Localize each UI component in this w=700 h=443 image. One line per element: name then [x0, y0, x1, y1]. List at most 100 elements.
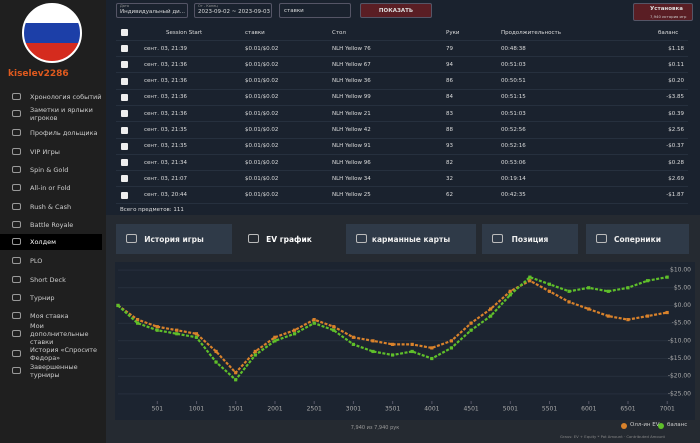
- menu-item[interactable]: Моя ставка: [0, 309, 102, 323]
- table-cell: сент. 03, 21:36: [144, 61, 188, 68]
- table-row[interactable]: сент. 03, 21:36 $0.01/$0.02 NLH Yellow 36 8…: [116, 74, 688, 90]
- menu-label: Турнир: [30, 294, 55, 302]
- checkbox[interactable]: [121, 61, 128, 69]
- table-cell: -$0.37: [666, 143, 684, 150]
- tab[interactable]: EV график: [238, 224, 340, 254]
- menu-item[interactable]: VIP Игры: [0, 145, 102, 159]
- menu-item[interactable]: Холдем: [0, 234, 102, 250]
- checkbox[interactable]: [121, 191, 128, 199]
- menu-item[interactable]: История «Спросите Федора»: [0, 345, 102, 363]
- tab-label: карманные карты: [371, 234, 451, 244]
- menu-item[interactable]: Завершенные турниры: [0, 363, 102, 379]
- data-point: [567, 300, 571, 304]
- menu-item[interactable]: Мои дополнительные ставки: [0, 322, 102, 346]
- x-tick-label: 1001: [189, 406, 204, 413]
- table-row[interactable]: сент. 03, 21:36 $0.01/$0.02 NLH Yellow 21 8…: [116, 106, 688, 123]
- menu-label: Spin & Gold: [30, 166, 69, 174]
- table-row[interactable]: сент. 03, 21:39 $0.01/$0.02 NLH Yellow 76 7…: [116, 41, 688, 57]
- data-point: [312, 318, 316, 322]
- checkbox[interactable]: [121, 159, 128, 167]
- tab-icon: [248, 234, 259, 243]
- data-point: [253, 353, 257, 357]
- install-button[interactable]: Установка 7,940 история игр: [633, 3, 693, 21]
- data-point: [390, 353, 395, 357]
- checkbox[interactable]: [121, 77, 128, 85]
- select-label: Дата: [120, 4, 130, 8]
- data-point: [567, 289, 571, 293]
- show-button[interactable]: ПОКАЗАТЬ: [360, 3, 432, 18]
- menu-item[interactable]: Хронология событий: [0, 90, 102, 104]
- data-point: [626, 318, 630, 322]
- table-row[interactable]: сент. 03, 20:44 $0.01/$0.02 NLH Yellow 25 6…: [116, 188, 688, 204]
- tab-icon: [356, 234, 367, 243]
- table-row[interactable]: сент. 03, 21:36 $0.01/$0.02 NLH Yellow 99 8…: [116, 90, 688, 106]
- install-label: Установка: [650, 6, 683, 12]
- table-row[interactable]: сент. 03, 21:34 $0.01/$0.02 NLH Yellow 96 8…: [116, 155, 688, 172]
- menu-item[interactable]: PLO: [0, 254, 102, 268]
- x-tick-label: 1501: [228, 406, 243, 413]
- menu-item[interactable]: All-in or Fold: [0, 181, 102, 195]
- range-label: От - Конец: [198, 4, 218, 8]
- username: kiselev2286: [8, 69, 69, 79]
- data-point: [136, 318, 140, 322]
- column-header: Продолжительность: [501, 29, 561, 36]
- menu-icon: [12, 203, 21, 210]
- table-cell: 00:51:03: [501, 110, 526, 117]
- menu-icon: [12, 367, 21, 374]
- checkbox[interactable]: [121, 126, 128, 134]
- table-cell: сент. 03, 21:34: [144, 159, 188, 166]
- menu-item[interactable]: Турнир: [0, 291, 102, 305]
- type-select[interactable]: Дата Индивидуальный ди...: [116, 3, 188, 18]
- checkbox[interactable]: [121, 175, 128, 183]
- tab[interactable]: Позиция: [482, 224, 578, 254]
- table-cell: -$3.85: [666, 94, 684, 101]
- table-cell: 62: [446, 192, 453, 199]
- table-cell: NLH Yellow 99: [332, 94, 371, 101]
- data-point: [273, 335, 277, 339]
- table-row[interactable]: сент. 03, 21:07 $0.01/$0.02 NLH Yellow 34 3…: [116, 171, 688, 188]
- data-point: [116, 303, 120, 308]
- menu-icon: [12, 184, 21, 191]
- checkbox[interactable]: [121, 29, 128, 36]
- date-range[interactable]: От - Конец 2023-09-02 ~ 2023-09-03: [194, 3, 272, 18]
- x-tick-label: 4001: [424, 406, 439, 413]
- table-cell: NLH Yellow 96: [332, 159, 371, 166]
- menu-item[interactable]: Short Deck: [0, 273, 102, 287]
- data-point: [155, 328, 159, 332]
- table-cell: 93: [446, 143, 453, 150]
- table-cell: 00:19:14: [501, 175, 526, 182]
- table-cell: $0.01/$0.02: [245, 175, 279, 182]
- menu-item[interactable]: Заметки и ярлыки игроков: [0, 106, 102, 122]
- menu-item[interactable]: Rush & Cash: [0, 200, 102, 214]
- tab[interactable]: карманные карты: [346, 224, 476, 254]
- column-header: баланс: [658, 29, 679, 36]
- table-cell: 82: [446, 159, 453, 166]
- checkbox[interactable]: [121, 142, 128, 150]
- menu-item[interactable]: Spin & Gold: [0, 163, 102, 177]
- data-point: [194, 332, 199, 336]
- data-point: [351, 335, 355, 339]
- y-tick-label: -$5.00: [672, 320, 692, 327]
- y-tick-label: -$20.00: [668, 373, 691, 380]
- menu-label: Холдем: [30, 238, 56, 246]
- table-cell: 00:51:03: [501, 61, 526, 68]
- checkbox[interactable]: [121, 93, 128, 101]
- x-tick-label: 2501: [307, 406, 322, 413]
- select-value: Индивидуальный ди...: [120, 9, 185, 15]
- table-cell: сент. 03, 21:36: [144, 78, 188, 85]
- tab-label: EV график: [266, 234, 312, 244]
- data-point: [547, 289, 552, 293]
- table-cell: 00:48:38: [501, 45, 526, 52]
- table-row[interactable]: сент. 03, 21:35 $0.01/$0.02 NLH Yellow 91 9…: [116, 139, 688, 155]
- checkbox[interactable]: [121, 45, 128, 52]
- checkbox[interactable]: [121, 110, 128, 118]
- table-row[interactable]: сент. 03, 21:36 $0.01/$0.02 NLH Yellow 67 9…: [116, 57, 688, 74]
- column-header[interactable]: Session Start: [166, 29, 203, 36]
- menu-item[interactable]: Battle Royale: [0, 218, 102, 232]
- tab[interactable]: Соперники: [586, 224, 689, 254]
- table-row[interactable]: сент. 03, 21:35 $0.01/$0.02 NLH Yellow 42 8…: [116, 123, 688, 139]
- menu-item[interactable]: Профиль дольщика: [0, 126, 102, 140]
- stakes-select[interactable]: ставки: [279, 3, 351, 18]
- tab[interactable]: История игры: [116, 224, 232, 254]
- data-point: [645, 279, 650, 283]
